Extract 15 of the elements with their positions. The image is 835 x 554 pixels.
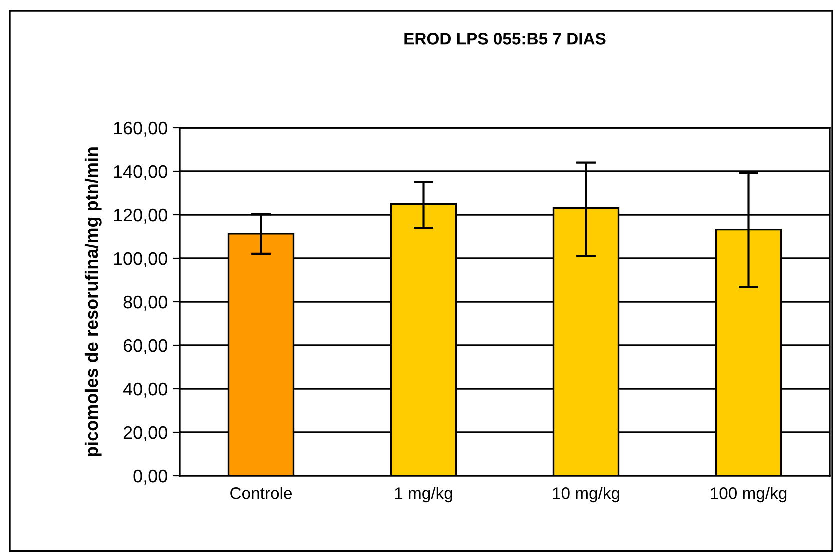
- x-tick-label: 100 mg/kg: [711, 487, 787, 503]
- chart-title: EROD LPS 055:B5 7 DIAS: [404, 33, 606, 45]
- y-tick-label: 60,00: [124, 339, 168, 354]
- y-tick-label: 160,00: [114, 122, 168, 137]
- x-tick-label: 1 mg/kg: [395, 487, 452, 503]
- x-tick-label: Controle: [230, 487, 292, 500]
- x-tick-label: 10 mg/kg: [553, 487, 620, 503]
- y-tick-label: 140,00: [114, 165, 168, 180]
- y-tick-label: 0,00: [134, 470, 168, 485]
- y-tick-label: 120,00: [114, 208, 168, 224]
- y-tick-label: 20,00: [124, 426, 168, 442]
- y-tick-label: 100,00: [114, 252, 168, 268]
- y-axis-title: picomoles de resorufina/mg ptn/min: [84, 148, 102, 456]
- y-tick-label: 80,00: [124, 296, 168, 311]
- y-tick-label: 40,00: [123, 382, 168, 398]
